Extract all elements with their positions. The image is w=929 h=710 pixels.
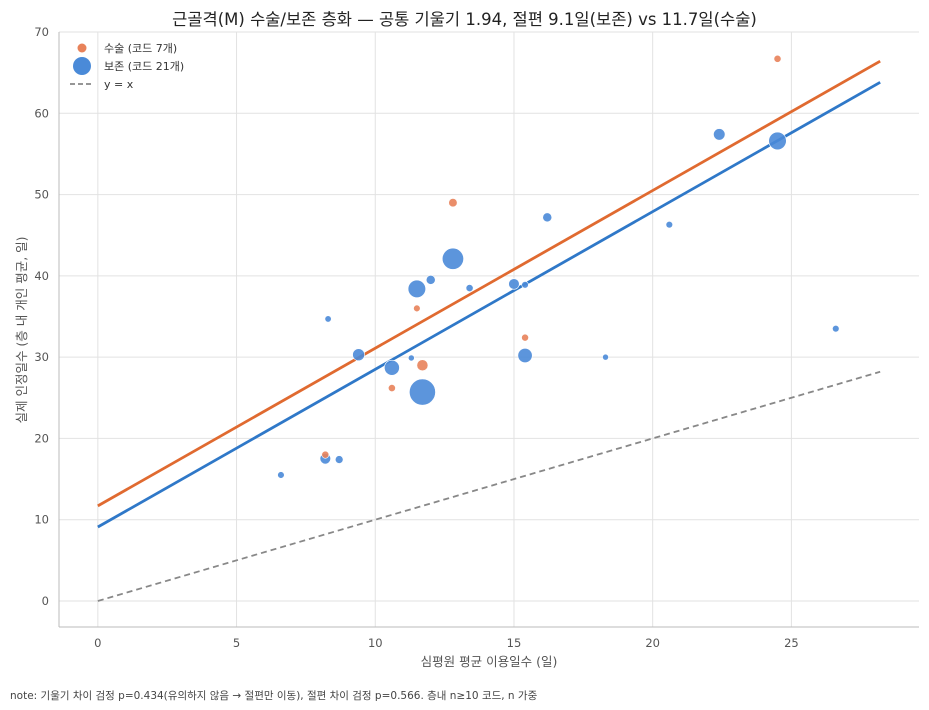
x-tick-label: 5	[233, 636, 240, 650]
y-tick-label: 40	[34, 269, 49, 283]
conservative-point	[425, 275, 436, 285]
x-tick-label: 10	[368, 636, 383, 650]
legend-surgery-marker	[77, 43, 87, 53]
y-tick-label: 30	[34, 350, 49, 364]
y-tick-label: 10	[34, 513, 49, 527]
y-tick-label: 20	[34, 431, 49, 445]
legend-identity-label: y = x	[104, 78, 134, 91]
conservative-point	[324, 315, 332, 323]
conservative-point	[441, 247, 464, 270]
conservative-point	[465, 284, 474, 292]
conservative-point	[517, 348, 533, 364]
axes: 0 5 10 15 20 25 0 10 20 30 40 50 60 70	[34, 25, 919, 650]
conservative-point	[407, 279, 426, 298]
surgery-point	[773, 54, 782, 63]
y-tick-label: 0	[42, 594, 49, 608]
fit-lines	[97, 59, 881, 602]
conservative-point	[277, 471, 285, 479]
chart-title: 근골격(M) 수술/보존 층화 — 공통 기울기 1.94, 절편 9.1일(보…	[172, 10, 757, 29]
conservative-point	[384, 359, 400, 376]
surgery-point	[521, 333, 529, 342]
conservative-point	[407, 354, 415, 362]
surgery-point	[413, 304, 421, 313]
legend: 수술 (코드 7개) 보존 (코드 21개) y = x	[70, 42, 184, 91]
surgery-point	[448, 198, 458, 208]
conservative-fit-line	[97, 81, 881, 529]
legend-conservative-label: 보존 (코드 21개)	[104, 60, 184, 73]
surgery-point	[416, 359, 429, 372]
x-tick-label: 0	[94, 636, 101, 650]
surgery-fit-line	[97, 59, 881, 508]
conservative-point	[542, 212, 553, 223]
x-tick-label: 25	[784, 636, 799, 650]
conservative-point	[602, 353, 609, 361]
identity-line	[97, 370, 881, 602]
y-tick-label: 60	[34, 106, 49, 120]
conservative-point	[334, 455, 344, 464]
legend-conservative-marker	[73, 57, 91, 75]
conservative-point	[713, 128, 726, 141]
surgery-point	[388, 384, 396, 392]
x-tick-label: 15	[507, 636, 522, 650]
conservative-point	[521, 281, 529, 289]
x-axis-label: 심평원 평균 이용일수 (일)	[421, 654, 558, 669]
conservative-point	[508, 278, 520, 290]
x-tick-label: 20	[645, 636, 660, 650]
footnote: note: 기울기 차이 검정 p=0.434(유의하지 않음 → 절편만 이동…	[10, 690, 538, 702]
grid	[59, 31, 919, 627]
conservative-point	[832, 325, 840, 333]
y-axis-label: 실제 인정일수 (층 내 개인 평균, 일)	[14, 236, 29, 423]
surgery-point	[321, 450, 330, 459]
conservative-point	[665, 220, 674, 229]
conservative-point	[768, 131, 787, 151]
y-tick-label: 70	[34, 25, 49, 39]
conservative-point	[409, 378, 436, 406]
legend-surgery-label: 수술 (코드 7개)	[104, 42, 177, 55]
data-points	[277, 54, 840, 479]
y-tick-label: 50	[34, 188, 49, 202]
conservative-point	[352, 348, 365, 362]
